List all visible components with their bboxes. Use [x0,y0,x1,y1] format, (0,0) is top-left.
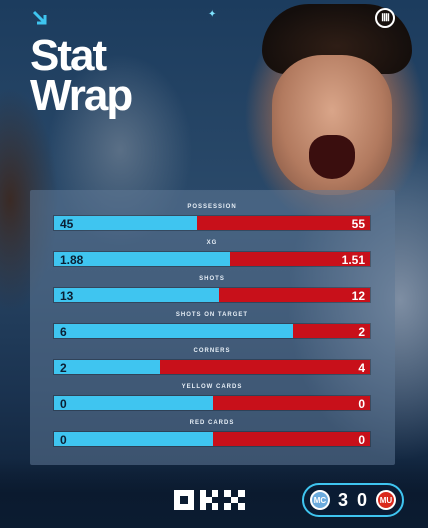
stat-bar-away: 1.51 [230,252,370,267]
page-title: Stat Wrap [30,31,133,120]
home-score: 3 [337,489,349,510]
stat-row: RED CARDS 0 0 [53,420,371,448]
stat-value-away: 0 [358,397,365,411]
stat-bar-away: 55 [197,216,370,231]
stat-bar-away: 12 [219,288,370,303]
stat-value-home: 1.88 [60,253,84,267]
manchester-united-crest-icon: MU [375,490,396,510]
sparkle-icon: ✦ [208,9,217,20]
stat-row: POSSESSION 45 55 [53,204,371,232]
stat-bar-home: 1.88 [54,252,230,267]
player-mouth [309,135,355,179]
stat-bar: 1.88 1.51 [53,251,371,267]
stat-value-home: 0 [60,433,67,447]
okx-logo-icon [174,488,252,512]
stat-value-away: 2 [358,325,365,339]
away-score: 0 [356,489,368,510]
stat-label: POSSESSION [187,204,237,210]
club-badge-icon: ⅢⅠ [375,8,395,28]
stat-label: YELLOW CARDS [181,384,243,390]
stat-value-home: 0 [60,397,67,411]
stat-value-away: 55 [351,217,365,231]
stat-bar-home: 2 [54,360,160,375]
stat-bar: 45 55 [53,215,371,231]
stat-row: XG 1.88 1.51 [53,240,371,268]
stat-value-away: 12 [351,289,365,303]
stat-value-home: 2 [60,361,67,375]
stat-label: XG [206,240,218,246]
stat-bar-home: 0 [54,432,213,447]
stat-bar-away: 0 [213,432,370,447]
stat-bar: 13 12 [53,287,371,303]
arrow-down-right-icon [32,10,47,25]
stat-row: CORNERS 2 4 [53,348,371,376]
stat-label: SHOTS [199,276,225,282]
scoreline-badge: MC 3 0 MU [302,483,404,517]
stat-value-home: 6 [60,325,67,339]
stat-bar-away: 0 [213,396,370,411]
stat-bar-away: 4 [160,360,370,375]
stat-row: SHOTS 13 12 [53,276,371,304]
stat-bar-away: 2 [293,324,370,339]
title-line-1: Stat [30,31,107,80]
stat-value-home: 13 [60,289,74,303]
stat-label: SHOTS ON TARGET [175,312,249,318]
stat-bar-home: 13 [54,288,219,303]
stat-bar-home: 6 [54,324,293,339]
stat-bar-home: 45 [54,216,197,231]
stat-value-home: 45 [60,217,74,231]
stat-value-away: 1.51 [341,253,365,267]
okx-wordmark [174,490,245,510]
stat-value-away: 4 [358,361,365,375]
stat-label: CORNERS [193,348,231,354]
stat-label: RED CARDS [189,420,235,426]
stat-row: YELLOW CARDS 0 0 [53,384,371,412]
title-line-2: Wrap [30,71,133,120]
stat-bar-home: 0 [54,396,213,411]
stat-value-away: 0 [358,433,365,447]
manchester-city-crest-icon: MC [310,490,330,510]
stat-row: SHOTS ON TARGET 6 2 [53,312,371,340]
